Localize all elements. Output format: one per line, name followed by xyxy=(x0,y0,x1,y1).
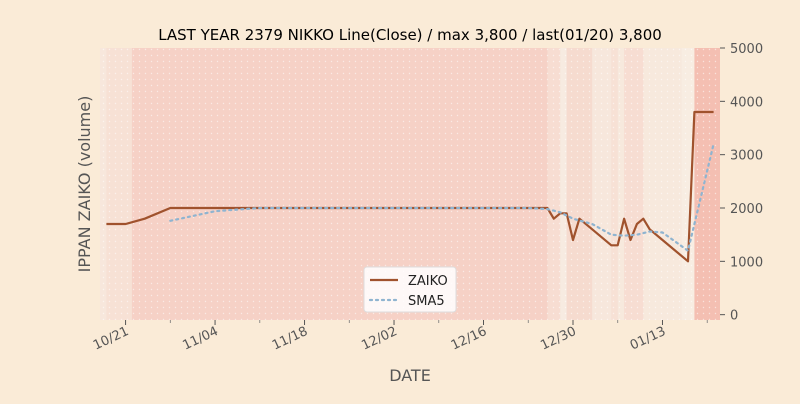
y-tick-label-2: 2000 xyxy=(730,202,763,217)
y-tick-label-4: 4000 xyxy=(730,95,763,110)
series-sma5-line xyxy=(169,142,715,252)
chart-title: LAST YEAR 2379 NIKKO Line(Close) / max 3… xyxy=(158,26,662,44)
y-tick-label-1: 1000 xyxy=(730,255,763,270)
y-tick-label-5: 5000 xyxy=(730,42,763,57)
y-tick-label-3: 3000 xyxy=(730,149,763,164)
y-axis-label: IPPAN ZAIKO (volume) xyxy=(75,96,94,273)
y-tick-label-0: 0 xyxy=(730,309,738,324)
series-layer xyxy=(106,110,715,263)
x-axis-label: DATE xyxy=(389,366,431,385)
legend-box xyxy=(363,266,457,313)
legend: ZAIKO SMA5 xyxy=(363,266,457,313)
legend-label-sma5: SMA5 xyxy=(408,294,445,309)
legend-label-zaiko: ZAIKO xyxy=(408,274,448,289)
